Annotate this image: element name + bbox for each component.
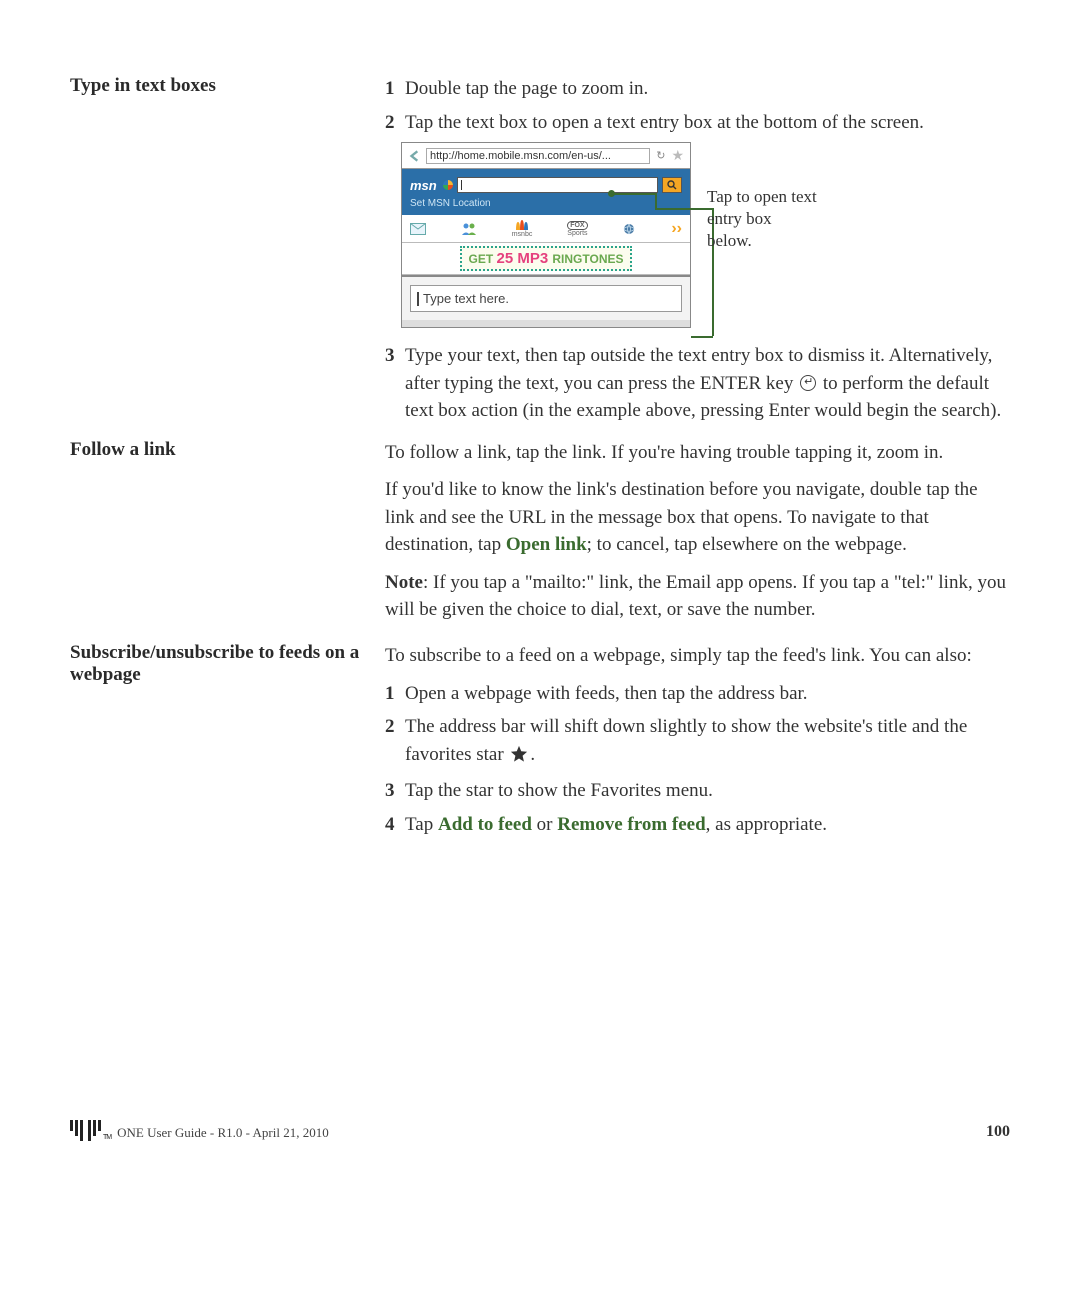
search-input-mock — [457, 177, 658, 193]
step-text: Double tap the page to zoom in. — [405, 75, 1010, 103]
open-link-action: Open link — [506, 534, 587, 555]
step-3: 3 Type your text, then tap outside the t… — [385, 342, 1010, 425]
step-text: Tap the text box to open a text entry bo… — [405, 109, 1010, 137]
set-location-link: Set MSN Location — [410, 198, 682, 209]
mock-icon-row: msnbc FOXSports ›› — [402, 215, 690, 243]
step-1: 1 Double tap the page to zoom in. — [385, 75, 1010, 103]
step-text: Tap the star to show the Favorites menu. — [405, 777, 1010, 805]
step-text: Tap Add to feed or Remove from feed, as … — [405, 811, 1010, 839]
footer-guide-text: ONE User Guide - R1.0 - April 21, 2010 — [117, 1125, 329, 1141]
refresh-icon: ↻ — [656, 149, 665, 162]
callout-text: Tap to open text entry box below. — [707, 186, 817, 252]
text-entry-box: Type text here. — [402, 275, 690, 320]
step-text: The address bar will shift down slightly… — [405, 713, 1010, 771]
step-2: 2 The address bar will shift down slight… — [385, 713, 1010, 771]
people-icon — [461, 222, 477, 236]
paragraph: To follow a link, tap the link. If you'r… — [385, 439, 1010, 467]
enter-key-icon — [800, 375, 816, 391]
section-follow-link: Follow a link To follow a link, tap the … — [70, 439, 1010, 634]
step-4: 4 Tap Add to feed or Remove from feed, a… — [385, 811, 1010, 839]
mock-window: http://home.mobile.msn.com/en-us/... ↻ ★… — [401, 142, 691, 328]
heading-type-boxes: Type in text boxes — [70, 75, 365, 97]
favorite-icon: ★ — [671, 147, 684, 164]
step-number: 1 — [385, 680, 405, 708]
step-number: 2 — [385, 109, 405, 137]
msn-logo-text: msn — [410, 178, 437, 193]
note-paragraph: Note: If you tap a "mailto:" link, the E… — [385, 569, 1010, 624]
page-footer: TM ONE User Guide - R1.0 - April 21, 201… — [70, 1120, 1010, 1141]
step-number: 1 — [385, 75, 405, 103]
msnbc-icon: msnbc — [512, 219, 533, 238]
mail-icon — [410, 223, 426, 235]
paragraph: If you'd like to know the link's destina… — [385, 476, 1010, 559]
step-number: 3 — [385, 777, 405, 805]
heading-feeds: Subscribe/unsubscribe to feeds on a webp… — [70, 642, 365, 686]
add-to-feed-action: Add to feed — [438, 814, 532, 835]
mock-ad-banner: GET 25 MP3 RINGTONES — [402, 243, 690, 275]
text-entry-placeholder: Type text here. — [423, 291, 509, 306]
search-button-mock — [662, 177, 682, 193]
url-text: http://home.mobile.msn.com/en-us/... — [426, 148, 650, 164]
msn-butterfly-icon — [443, 180, 453, 190]
paragraph: To subscribe to a feed on a webpage, sim… — [385, 642, 1010, 670]
step-number: 3 — [385, 342, 405, 425]
step-number: 2 — [385, 713, 405, 771]
step-text: Open a webpage with feeds, then tap the … — [405, 680, 1010, 708]
step-2: 2 Tap the text box to open a text entry … — [385, 109, 1010, 137]
step-3: 3 Tap the star to show the Favorites men… — [385, 777, 1010, 805]
section-feeds: Subscribe/unsubscribe to feeds on a webp… — [70, 642, 1010, 844]
globe-icon — [622, 222, 636, 236]
favorites-star-icon — [510, 744, 528, 772]
kin-logo: TM — [70, 1120, 111, 1141]
browser-mock: http://home.mobile.msn.com/en-us/... ↻ ★… — [401, 142, 1010, 328]
page-number: 100 — [986, 1123, 1010, 1141]
mock-msn-header: msn Set MSN Location — [402, 169, 690, 215]
more-icon: ›› — [671, 220, 682, 238]
mock-address-bar: http://home.mobile.msn.com/en-us/... ↻ ★ — [402, 143, 690, 169]
fox-icon: FOXSports — [567, 221, 587, 237]
remove-from-feed-action: Remove from feed — [557, 814, 705, 835]
step-1: 1 Open a webpage with feeds, then tap th… — [385, 680, 1010, 708]
step-text: Type your text, then tap outside the tex… — [405, 342, 1010, 425]
step-number: 4 — [385, 811, 405, 839]
back-icon — [408, 149, 422, 163]
section-type-in-text-boxes: Type in text boxes 1 Double tap the page… — [70, 75, 1010, 431]
heading-follow-link: Follow a link — [70, 439, 365, 461]
